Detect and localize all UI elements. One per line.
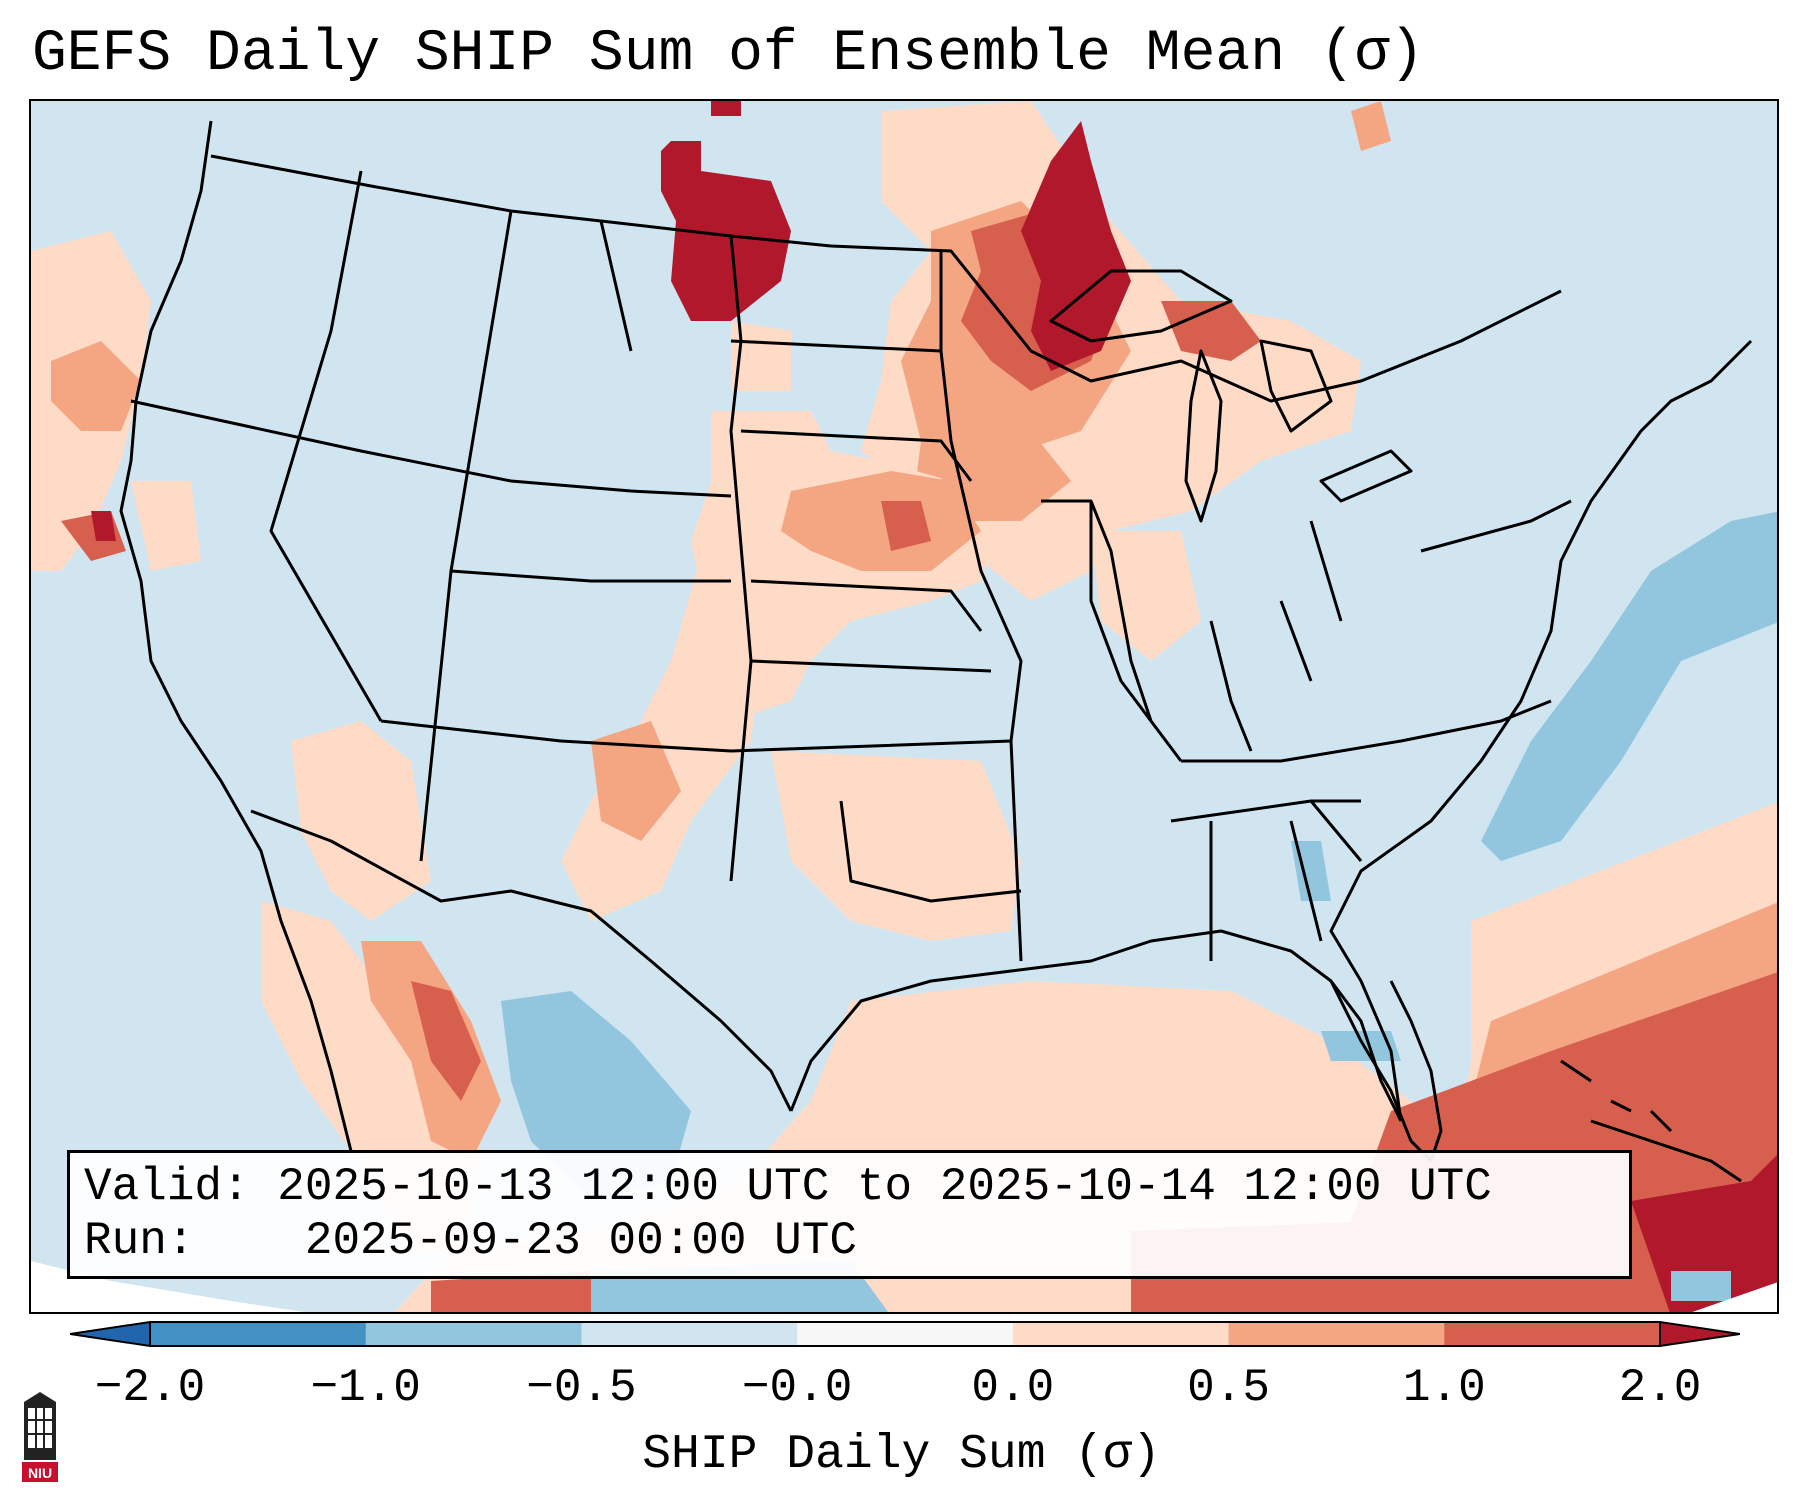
state-lines-west [130, 170, 753, 882]
colorbar-extend-low [70, 1320, 151, 1348]
map-corner-outside-projection-right [1692, 1282, 1777, 1312]
colorbar-bin [1444, 1322, 1661, 1346]
colorbar-bin [797, 1322, 1014, 1346]
anomaly-region-wisconsin-max [1021, 121, 1131, 371]
state-lines-east [1041, 499, 1572, 961]
colorbar-outline [149, 1321, 1661, 1347]
colorbar-tick-label: 0.5 [1187, 1362, 1270, 1414]
anomaly-region-atlantic-negative [1481, 511, 1777, 861]
border-us-canada [210, 154, 1562, 403]
anomaly-region-montana-edge [731, 321, 791, 391]
coastline-gulf [789, 929, 1403, 1122]
anomaly-region-arizona [291, 721, 431, 921]
run-label: Run: [84, 1215, 195, 1267]
colorbar-extend-high [1659, 1320, 1740, 1348]
colorbar-tick-label: 0.0 [971, 1362, 1055, 1414]
lake-erie [1319, 449, 1413, 503]
logo-badge [22, 1462, 58, 1482]
run-line: Run: 2025-09-23 00:00 UTC [84, 1215, 857, 1267]
anomaly-region-new-mexico [591, 721, 681, 841]
logo-window [28, 1408, 52, 1448]
anomaly-region-nevada [131, 481, 201, 571]
colorbar-tick-label: −1.0 [310, 1362, 421, 1414]
lake-michigan [1184, 349, 1223, 523]
lake-superior [1049, 269, 1233, 343]
university-logo-icon: NIU [22, 1392, 58, 1482]
colorbar-tick-label: 1.0 [1402, 1362, 1486, 1414]
colorbar-tick-label: −2.0 [94, 1362, 206, 1414]
lake-huron [1259, 339, 1333, 433]
anomaly-region-nebraska [781, 471, 981, 571]
colorbar-label: SHIP Daily Sum (σ) [642, 1428, 1161, 1482]
colorbar-tick-label: 2.0 [1618, 1362, 1702, 1414]
logo-window-grid [28, 1408, 52, 1448]
valid-line: Valid: 2025-10-13 12:00 UTC to 2025-10-1… [84, 1161, 1492, 1213]
run-value: 2025-09-23 00:00 UTC [304, 1215, 857, 1267]
border-us-mexico [250, 809, 793, 1112]
colorbar-tick-label: −0.5 [526, 1362, 637, 1414]
anomaly-region-montana-max [661, 141, 791, 321]
coastline-pacific [119, 120, 353, 1152]
map-panel [29, 99, 1779, 1314]
colorbar [70, 1320, 1740, 1348]
valid-value: 2025-10-13 12:00 UTC to 2025-10-14 12:00… [277, 1161, 1492, 1213]
anomaly-region-canada-east [1351, 101, 1391, 151]
colorbar-bins [150, 1322, 1661, 1346]
colorbar-tick-label: −0.0 [741, 1362, 853, 1414]
coastline-atlantic [1329, 339, 1753, 1122]
validity-info-box: Valid: 2025-10-13 12:00 UTC to 2025-10-1… [67, 1150, 1632, 1279]
coastline-bahamas [1560, 1059, 1673, 1133]
valid-label: Valid: [84, 1161, 250, 1213]
logo-text: NIU [28, 1465, 52, 1481]
colorbar-bin [1228, 1322, 1445, 1346]
map-corner-outside-projection [31, 1261, 305, 1312]
anomaly-region-cuba-negative [1671, 1271, 1731, 1301]
anomaly-region-oregon-coast [51, 341, 141, 431]
anomaly-region-montana-top [711, 101, 741, 116]
map-boundaries [119, 120, 1753, 1183]
anomaly-region-california-max [91, 511, 116, 541]
anomaly-region-mexico-south [431, 1271, 591, 1312]
colorbar-bin [581, 1322, 798, 1346]
anomaly-region-caribbean-max [1631, 1155, 1777, 1312]
colorbar-bin [150, 1322, 367, 1346]
colorbar-bin [1012, 1322, 1230, 1346]
anomaly-region-nebraska-max [881, 501, 931, 551]
map-canvas [31, 101, 1777, 1312]
anomaly-region-michigan [1161, 301, 1261, 361]
anomaly-region-south-plains [771, 751, 1021, 941]
anomaly-region-sierra-madre-max [411, 981, 481, 1101]
state-lines-central [730, 251, 1023, 962]
anomaly-region-iowa [931, 431, 1071, 521]
chart-title: GEFS Daily SHIP Sum of Ensemble Mean (σ) [32, 22, 1425, 87]
anomaly-region-gulf-negative [1321, 1031, 1401, 1061]
coastline-cuba [1590, 1119, 1742, 1183]
anomaly-region-mexico-negative [501, 991, 691, 1201]
colorbar-bin [365, 1322, 582, 1346]
anomaly-region-illinois [1091, 531, 1201, 661]
